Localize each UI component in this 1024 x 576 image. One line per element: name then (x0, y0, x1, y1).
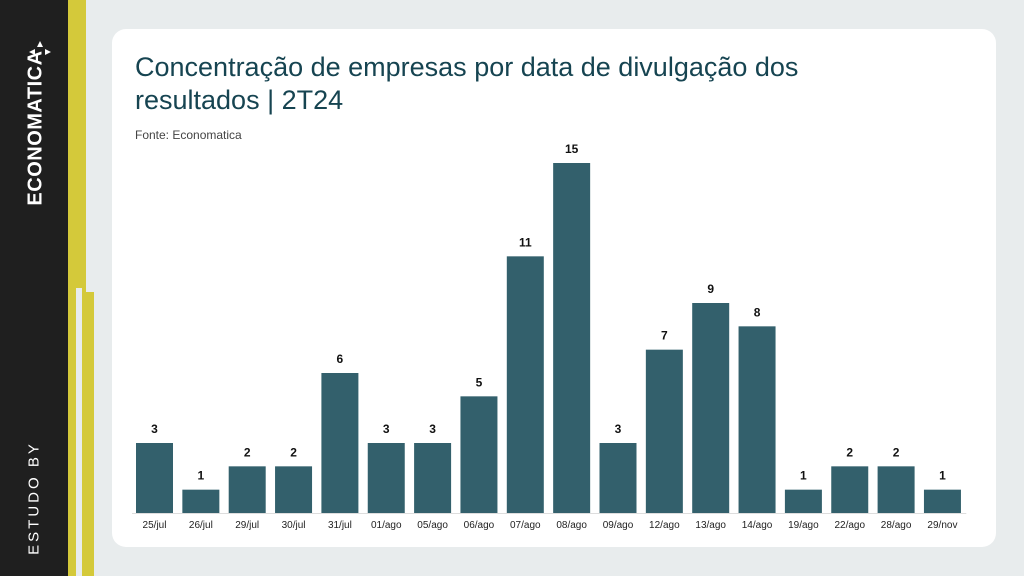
study-by-label: ESTUDO BY (25, 441, 43, 555)
accent-stripe-inner (82, 292, 94, 576)
x-tick-13/ago: 13/ago (695, 520, 726, 531)
data-label-08/ago: 15 (565, 142, 579, 156)
x-tick-28/ago: 28/ago (881, 520, 912, 531)
data-label-01/ago: 3 (383, 422, 390, 436)
bar-31/jul (321, 373, 359, 513)
x-tick-06/ago: 06/ago (464, 520, 495, 531)
sidebar: ECONOMATICA ESTUDO BY (0, 0, 68, 576)
bar-05/ago (414, 443, 452, 513)
bar-chart: 3 25/jul 1 26/jul 2 29/jul 2 30/jul 6 31/jul 3 01/a… (132, 142, 967, 531)
x-tick-22/ago: 22/ago (834, 520, 865, 531)
x-tick-01/ago: 01/ago (371, 520, 402, 531)
brand-logo-text: ECONOMATICA (24, 50, 47, 206)
data-label-29/jul: 2 (244, 445, 251, 459)
data-label-07/ago: 11 (519, 235, 532, 249)
x-tick-08/ago: 08/ago (556, 520, 587, 531)
bar-30/jul (275, 466, 313, 513)
x-tick-05/ago: 05/ago (417, 520, 448, 531)
data-label-14/ago: 8 (754, 305, 761, 319)
bar-28/ago (877, 466, 915, 513)
x-tick-19/ago: 19/ago (788, 520, 819, 531)
data-label-25/jul: 3 (151, 422, 158, 436)
bar-13/ago (692, 303, 730, 513)
bar-06/ago (460, 396, 498, 513)
data-label-30/jul: 2 (290, 445, 297, 459)
bar-12/ago (645, 349, 683, 513)
bar-25/jul (136, 443, 173, 513)
x-tick-14/ago: 14/ago (742, 520, 773, 531)
data-label-06/ago: 5 (476, 375, 483, 389)
chart-title: Concentração de empresas por data de div… (135, 52, 799, 115)
data-label-22/ago: 2 (846, 445, 853, 459)
chart-card: Concentração de empresas por data de div… (112, 29, 996, 547)
bar-19/ago (784, 489, 822, 513)
compass-arrows-icon (29, 41, 51, 55)
bar-08/ago (553, 163, 591, 513)
data-label-12/ago: 7 (661, 329, 668, 343)
data-label-05/ago: 3 (429, 422, 436, 436)
x-tick-30/jul: 30/jul (282, 520, 306, 531)
x-tick-29/jul: 29/jul (235, 520, 259, 531)
data-label-13/ago: 9 (707, 282, 714, 296)
x-tick-26/jul: 26/jul (189, 520, 213, 531)
data-label-19/ago: 1 (800, 469, 807, 483)
bar-29/nov (923, 489, 961, 513)
data-label-29/nov: 1 (939, 469, 946, 483)
bar-09/ago (599, 443, 637, 513)
bar-26/jul (182, 489, 220, 513)
x-tick-29/nov: 29/nov (927, 520, 957, 531)
bar-22/ago (831, 466, 869, 513)
x-tick-12/ago: 12/ago (649, 520, 680, 531)
accent-stripe-gap (76, 288, 82, 576)
x-tick-07/ago: 07/ago (510, 520, 541, 531)
x-tick-25/jul: 25/jul (143, 520, 167, 531)
data-label-28/ago: 2 (893, 445, 900, 459)
x-tick-09/ago: 09/ago (603, 520, 634, 531)
bar-07/ago (506, 256, 544, 513)
bar-29/jul (228, 466, 266, 513)
chart-source: Fonte: Economatica (135, 128, 242, 142)
data-label-26/jul: 1 (198, 469, 205, 483)
data-label-31/jul: 6 (337, 352, 344, 366)
data-label-09/ago: 3 (615, 422, 622, 436)
bar-01/ago (367, 443, 405, 513)
x-tick-31/jul: 31/jul (328, 520, 352, 531)
bar-14/ago (738, 326, 776, 513)
